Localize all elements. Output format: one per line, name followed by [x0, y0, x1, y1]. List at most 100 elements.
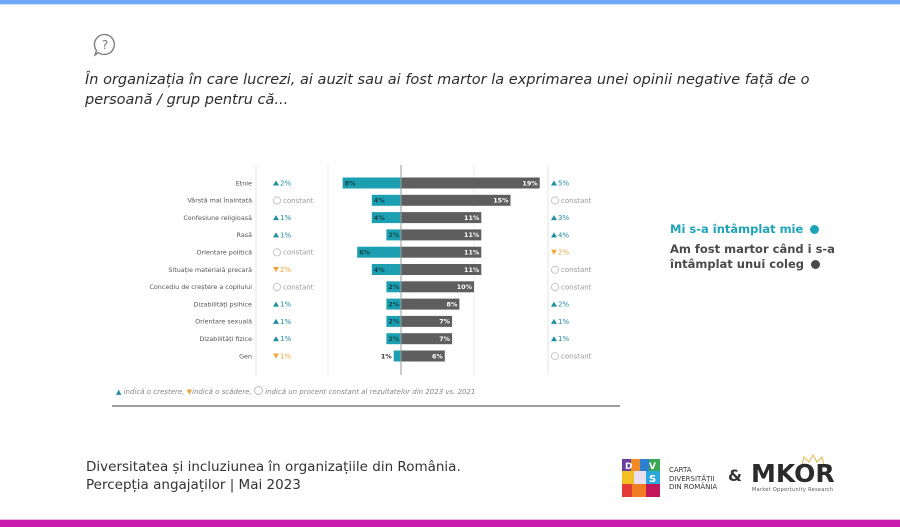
change-self-triangle-up-icon: [273, 318, 279, 324]
bar-label-witness: 11%: [464, 249, 480, 257]
change-witness-label: 1%: [558, 335, 569, 343]
bar-label-witness: 8%: [447, 300, 458, 308]
change-self-label: constant: [283, 197, 314, 205]
category-label: Confesiune religioasă: [183, 214, 252, 222]
bar-self: [393, 350, 401, 362]
change-witness-label: constant: [561, 197, 592, 205]
note-increase: indică o creștere,: [123, 388, 185, 396]
change-self-triangle-down-icon: [273, 353, 279, 359]
change-witness-label: 5%: [558, 180, 569, 188]
category-label: Dizabilități fizice: [199, 335, 252, 344]
carta-diversitatii-logo: D V S: [622, 459, 660, 497]
bar-label-witness: 11%: [464, 214, 480, 222]
bar-label-self: 2%: [388, 300, 399, 308]
note-constant: indică un procent constant al rezultatel…: [265, 388, 476, 396]
note-divider: [112, 405, 620, 407]
change-witness-triangle-up-icon: [551, 318, 557, 324]
footer-title: Diversitatea și incluziunea în organizaț…: [86, 458, 461, 494]
change-witness-constant-icon: [551, 265, 560, 274]
cdr-text-line-1: CARTA: [669, 466, 692, 474]
bar-label-self: 2%: [388, 231, 399, 239]
mkor-subtitle: Market Opportunity Research: [752, 487, 834, 493]
bar-self: [357, 246, 401, 258]
footer-line-1: Diversitatea și incluziunea în organizaț…: [86, 459, 461, 475]
change-self-label: constant: [283, 249, 314, 257]
bar-label-witness: 10%: [457, 283, 473, 291]
change-witness-triangle-up-icon: [551, 232, 557, 238]
change-witness-label: 3%: [558, 214, 569, 222]
change-self-label: 1%: [280, 353, 291, 361]
change-witness-label: constant: [561, 353, 592, 361]
change-self-label: 1%: [280, 214, 291, 222]
change-self-label: 2%: [280, 266, 291, 274]
change-witness-label: 1%: [558, 318, 569, 326]
mkor-logo: MKOR: [751, 459, 835, 488]
svg-text:D: D: [625, 462, 632, 472]
ampersand: &: [728, 466, 742, 485]
speech-bubble-question-icon: ?: [93, 33, 115, 57]
change-witness-label: 4%: [558, 231, 569, 239]
change-witness-constant-icon: [551, 352, 560, 361]
change-legend-note: ▲ indică o creștere, ▼indică o scădere, …: [116, 386, 475, 396]
change-self-triangle-up-icon: [273, 232, 279, 238]
category-label: Situație materială precară: [168, 266, 252, 275]
bottom-accent-bar-shadow: [0, 519, 900, 520]
bar-self: [342, 177, 401, 189]
cdr-text-line-3: DIN ROMÂNIA: [669, 483, 718, 491]
triangle-down-icon: ▼: [186, 388, 193, 396]
change-witness-triangle-up-icon: [551, 215, 557, 221]
bar-label-witness: 11%: [464, 266, 480, 274]
bar-witness: [401, 212, 482, 224]
chart-legend: Mi s-a întâmplat mie Am fost martor când…: [670, 222, 840, 272]
top-accent-bar: [0, 0, 900, 4]
change-self-triangle-down-icon: [273, 267, 279, 272]
bar-label-self: 6%: [359, 249, 370, 257]
category-label: Rasă: [237, 231, 253, 239]
change-witness-label: constant: [561, 266, 592, 274]
note-decrease: indică o scădere,: [192, 388, 252, 396]
bar-label-self: 4%: [374, 197, 385, 205]
change-witness-triangle-up-icon: [551, 180, 557, 186]
bottom-accent-bar: [0, 520, 900, 527]
carta-diversitatii-text: CARTA DIVERSITĂȚII DIN ROMÂNIA: [669, 466, 717, 492]
footer-line-2: Percepția angajaților | Mai 2023: [86, 477, 301, 493]
bar-self: [386, 315, 401, 327]
bar-label-witness: 19%: [522, 179, 538, 187]
category-label: Vârstă mai înaintată: [187, 197, 252, 205]
bar-label-self: 4%: [374, 266, 385, 274]
bar-self: [386, 281, 401, 293]
bar-witness: [401, 281, 474, 293]
change-witness-triangle-up-icon: [551, 301, 557, 307]
bar-label-self: 4%: [374, 214, 385, 222]
category-label: Dizabilități psihice: [193, 300, 252, 309]
bar-witness: [401, 264, 482, 275]
category-label: Orientare politică: [196, 249, 252, 257]
diverging-bar-chart: Etnie 8% 19% 2% 5% Vârstă mai înaintată 4% 15% c…: [149, 165, 592, 375]
category-label: Gen: [239, 352, 252, 360]
bar-label-witness: 15%: [493, 197, 509, 205]
change-self-label: 2%: [280, 180, 291, 188]
legend-label-witness: Am fost martor când i s-a întâmplat unui…: [670, 242, 835, 271]
legend-item-self: Mi s-a întâmplat mie: [670, 222, 840, 237]
bar-witness: [401, 194, 511, 206]
bar-label-witness: 7%: [439, 318, 450, 326]
svg-text:V: V: [649, 462, 656, 472]
category-label: Concediu de creștere a copilului: [149, 283, 252, 291]
triangle-up-icon: ▲: [116, 388, 122, 396]
change-witness-label: 2%: [558, 301, 569, 309]
change-self-triangle-up-icon: [273, 301, 279, 307]
cdr-text-line-2: DIVERSITĂȚII: [669, 474, 715, 483]
svg-text:?: ?: [102, 38, 108, 52]
bar-label-self: 2%: [388, 318, 399, 326]
category-label: Etnie: [236, 179, 252, 187]
bar-self: [386, 298, 401, 310]
bar-witness: [401, 298, 460, 310]
change-self-triangle-up-icon: [273, 336, 279, 342]
crown-icon: [801, 454, 825, 466]
bar-self: [386, 229, 401, 241]
bar-witness: [401, 333, 453, 345]
bar-label-witness: 7%: [439, 335, 450, 343]
change-self-constant-icon: [272, 248, 281, 257]
question-text: În organizația în care lucrezi, ai auzit…: [85, 72, 810, 108]
change-self-label: 1%: [280, 231, 291, 239]
